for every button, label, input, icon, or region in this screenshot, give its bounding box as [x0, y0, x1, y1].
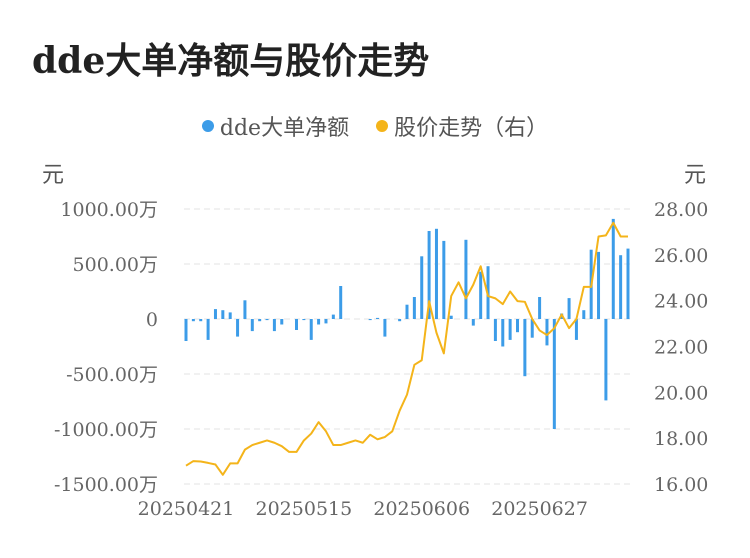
dde-bar[interactable] — [243, 300, 247, 319]
dde-bar[interactable] — [420, 256, 424, 319]
x-tick-label: 20250606 — [373, 498, 470, 520]
right-axis-unit: 元 — [684, 163, 707, 188]
dde-bar[interactable] — [228, 312, 232, 319]
price-line[interactable] — [185, 221, 628, 476]
legend-dot-price — [376, 120, 389, 132]
dde-bar[interactable] — [619, 255, 623, 319]
x-tick-label: 20250421 — [138, 498, 235, 520]
dde-bar[interactable] — [479, 271, 483, 319]
right-tick-label: 16.00 — [654, 474, 708, 496]
dde-bar[interactable] — [442, 240, 446, 319]
dde-bar[interactable] — [184, 319, 188, 341]
dde-bar[interactable] — [412, 297, 416, 319]
dde-bar[interactable] — [324, 319, 328, 324]
dde-bar[interactable] — [567, 298, 571, 319]
dde-bar[interactable] — [213, 309, 217, 319]
dde-bar[interactable] — [611, 218, 615, 319]
dde-bar[interactable] — [449, 315, 453, 319]
legend-label-dde: dde大单净额 — [219, 116, 350, 141]
dde-bar[interactable] — [309, 319, 313, 340]
legend-dot-dde — [201, 120, 214, 132]
dde-bar[interactable] — [604, 319, 608, 401]
dde-bar[interactable] — [538, 297, 542, 319]
dde-bar[interactable] — [427, 231, 431, 319]
dde-bar[interactable] — [250, 319, 254, 332]
right-tick-label: 20.00 — [654, 382, 708, 404]
dde-bar[interactable] — [434, 228, 438, 319]
dde-bar[interactable] — [191, 319, 195, 322]
dde-bar[interactable] — [199, 319, 203, 322]
right-tick-label: 28.00 — [654, 199, 708, 221]
dde-bar[interactable] — [272, 319, 276, 332]
dde-bar[interactable] — [302, 319, 306, 321]
left-tick-label: 1000.00万 — [60, 199, 158, 221]
dde-bar[interactable] — [523, 319, 527, 377]
x-tick-label: 20250627 — [491, 498, 588, 520]
dde-bar[interactable] — [236, 319, 240, 337]
right-tick-label: 24.00 — [654, 291, 708, 313]
gridlines — [184, 208, 632, 485]
left-tick-label: -1000.00万 — [54, 419, 158, 441]
dde-bar[interactable] — [331, 314, 335, 319]
dde-bar[interactable] — [508, 319, 512, 340]
dde-bar[interactable] — [339, 286, 343, 319]
dde-bars — [184, 218, 630, 429]
dde-bar[interactable] — [295, 319, 298, 330]
right-tick-label: 22.00 — [654, 337, 708, 359]
dde-bar[interactable] — [597, 251, 601, 319]
right-tick-label: 18.00 — [654, 428, 708, 450]
dde-bar[interactable] — [574, 319, 578, 340]
dde-bar[interactable] — [317, 319, 321, 325]
dde-bar[interactable] — [552, 319, 556, 429]
left-tick-label: 500.00万 — [73, 254, 158, 276]
dde-bar[interactable] — [383, 319, 387, 337]
dde-bar[interactable] — [501, 319, 505, 347]
legend-item-dde[interactable]: dde大单净额 — [201, 110, 350, 142]
dde-bar[interactable] — [206, 319, 210, 340]
dde-bar[interactable] — [258, 319, 262, 322]
legend-label-price: 股价走势（右） — [394, 116, 549, 141]
dde-bar[interactable] — [405, 304, 409, 319]
left-axis-unit: 元 — [42, 163, 65, 188]
dde-bar[interactable] — [471, 319, 475, 326]
left-tick-label: -500.00万 — [66, 364, 158, 386]
dde-bar[interactable] — [398, 319, 402, 322]
dde-bar[interactable] — [221, 310, 225, 319]
dde-bar[interactable] — [368, 319, 372, 321]
left-tick-label: 0 — [146, 309, 158, 331]
x-tick-label: 20250515 — [256, 498, 353, 520]
chart-title: dde大单净额与股价走势 — [32, 40, 430, 82]
dde-bar[interactable] — [280, 319, 284, 325]
dde-bar[interactable] — [265, 319, 269, 321]
dde-bar[interactable] — [516, 319, 519, 333]
dde-bar[interactable] — [626, 248, 630, 319]
left-tick-label: -1500.00万 — [54, 474, 158, 496]
dde-bar[interactable] — [493, 319, 497, 341]
dde-bar[interactable] — [464, 239, 468, 319]
dde-bar[interactable] — [582, 310, 586, 319]
right-tick-label: 26.00 — [654, 245, 708, 267]
dde-bar[interactable] — [376, 317, 380, 319]
legend: dde大单净额 股价走势（右） — [0, 110, 750, 142]
dde-bar[interactable] — [545, 319, 549, 346]
legend-item-price[interactable]: 股价走势（右） — [376, 110, 548, 142]
dde-bar[interactable] — [530, 319, 534, 338]
